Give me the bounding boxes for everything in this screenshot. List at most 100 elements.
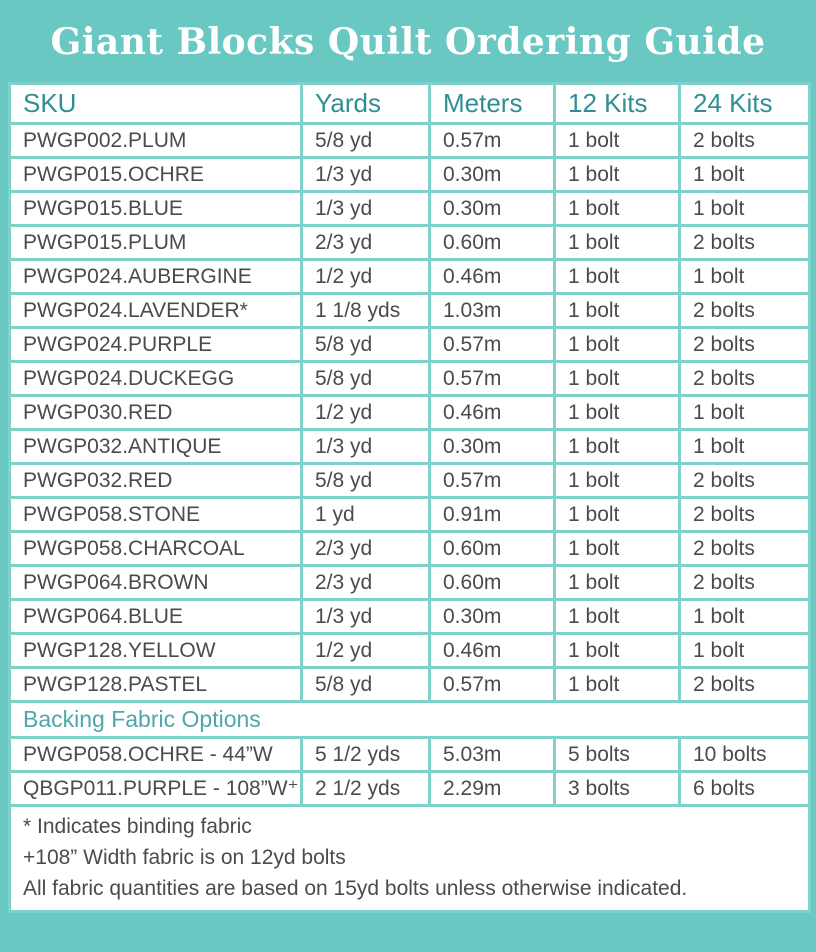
value-cell: 1 yd xyxy=(300,496,431,533)
value-cell: 2 bolts xyxy=(678,224,811,261)
value-cell: 1/2 yd xyxy=(300,632,431,669)
value-cell: 5/8 yd xyxy=(300,326,431,363)
value-cell: 0.60m xyxy=(428,530,556,567)
value-cell: 5/8 yd xyxy=(300,462,431,499)
value-cell: 2 bolts xyxy=(678,462,811,499)
value-cell: 10 bolts xyxy=(678,736,811,773)
value-cell: 2/3 yd xyxy=(300,530,431,567)
value-cell: 0.57m xyxy=(428,326,556,363)
value-cell: 1 bolt xyxy=(678,428,811,465)
table-row: PWGP015.PLUM 2/3 yd 0.60m 1 bolt 2 bolts xyxy=(8,224,811,261)
table-row: PWGP128.PASTEL 5/8 yd 0.57m 1 bolt 2 bolts xyxy=(8,666,811,703)
value-cell: 2 1/2 yds xyxy=(300,770,431,807)
column-header-24-kits: 24 Kits xyxy=(678,82,811,125)
table-row: PWGP058.OCHRE - 44”W 5 1/2 yds 5.03m 5 bolt… xyxy=(8,736,811,773)
table-head: SKU Yards Meters 12 Kits 24 Kits xyxy=(8,82,811,125)
sku-cell: PWGP002.PLUM xyxy=(8,122,303,159)
section-header-row: Backing Fabric Options xyxy=(8,700,811,739)
sku-cell: PWGP058.OCHRE - 44”W xyxy=(8,736,303,773)
value-cell: 1 bolt xyxy=(678,394,811,431)
sku-cell: PWGP064.BROWN xyxy=(8,564,303,601)
column-header-12-kits: 12 Kits xyxy=(553,82,681,125)
sku-cell: PWGP030.RED xyxy=(8,394,303,431)
value-cell: 1 bolt xyxy=(678,190,811,227)
value-cell: 0.57m xyxy=(428,666,556,703)
sku-cell: PWGP032.ANTIQUE xyxy=(8,428,303,465)
sku-cell: PWGP024.DUCKEGG xyxy=(8,360,303,397)
value-cell: 1 bolt xyxy=(553,394,681,431)
value-cell: 0.57m xyxy=(428,360,556,397)
sku-cell: PWGP128.PASTEL xyxy=(8,666,303,703)
table-row: PWGP032.ANTIQUE 1/3 yd 0.30m 1 bolt 1 bolt xyxy=(8,428,811,465)
column-header-meters: Meters xyxy=(428,82,556,125)
value-cell: 0.46m xyxy=(428,258,556,295)
value-cell: 1/3 yd xyxy=(300,428,431,465)
sku-cell: PWGP032.RED xyxy=(8,462,303,499)
value-cell: 2 bolts xyxy=(678,530,811,567)
value-cell: 1 bolt xyxy=(553,496,681,533)
table-row: PWGP002.PLUM 5/8 yd 0.57m 1 bolt 2 bolts xyxy=(8,122,811,159)
value-cell: 0.46m xyxy=(428,394,556,431)
value-cell: 1 bolt xyxy=(553,156,681,193)
table-row: PWGP064.BLUE 1/3 yd 0.30m 1 bolt 1 bolt xyxy=(8,598,811,635)
value-cell: 1 bolt xyxy=(553,564,681,601)
notes-cell: * Indicates binding fabric +108” Width f… xyxy=(8,804,811,913)
value-cell: 1 bolt xyxy=(553,598,681,635)
table-row: PWGP032.RED 5/8 yd 0.57m 1 bolt 2 bolts xyxy=(8,462,811,499)
value-cell: 1 bolt xyxy=(553,462,681,499)
sku-cell: PWGP024.AUBERGINE xyxy=(8,258,303,295)
table-row: PWGP024.PURPLE 5/8 yd 0.57m 1 bolt 2 bolts xyxy=(8,326,811,363)
table-row: PWGP030.RED 1/2 yd 0.46m 1 bolt 1 bolt xyxy=(8,394,811,431)
value-cell: 0.30m xyxy=(428,428,556,465)
sku-cell: PWGP058.CHARCOAL xyxy=(8,530,303,567)
value-cell: 5 1/2 yds xyxy=(300,736,431,773)
value-cell: 1 bolt xyxy=(553,666,681,703)
column-header-yards: Yards xyxy=(300,82,431,125)
value-cell: 0.30m xyxy=(428,190,556,227)
table-row: PWGP128.YELLOW 1/2 yd 0.46m 1 bolt 1 bolt xyxy=(8,632,811,669)
value-cell: 1 bolt xyxy=(678,632,811,669)
value-cell: 2 bolts xyxy=(678,326,811,363)
value-cell: 0.57m xyxy=(428,122,556,159)
value-cell: 1 bolt xyxy=(678,258,811,295)
sku-cell: QBGP011.PURPLE - 108”W⁺ xyxy=(8,770,303,807)
table-row: PWGP024.LAVENDER* 1 1/8 yds 1.03m 1 bolt 2 b… xyxy=(8,292,811,329)
value-cell: 2.29m xyxy=(428,770,556,807)
notes-row: * Indicates binding fabric +108” Width f… xyxy=(8,804,811,913)
section-header-label: Backing Fabric Options xyxy=(8,700,811,739)
value-cell: 5/8 yd xyxy=(300,360,431,397)
value-cell: 1/3 yd xyxy=(300,598,431,635)
value-cell: 1.03m xyxy=(428,292,556,329)
value-cell: 5/8 yd xyxy=(300,666,431,703)
value-cell: 2/3 yd xyxy=(300,224,431,261)
value-cell: 0.60m xyxy=(428,564,556,601)
value-cell: 1 bolt xyxy=(553,428,681,465)
value-cell: 0.60m xyxy=(428,224,556,261)
value-cell: 0.91m xyxy=(428,496,556,533)
page-title: Giant Blocks Quilt Ordering Guide xyxy=(50,21,766,63)
sku-cell: PWGP024.PURPLE xyxy=(8,326,303,363)
value-cell: 1 bolt xyxy=(553,292,681,329)
note-quantities: All fabric quantities are based on 15yd … xyxy=(23,877,688,900)
note-width-bolts: +108” Width fabric is on 12yd bolts xyxy=(23,846,346,869)
value-cell: 1 bolt xyxy=(553,530,681,567)
table-row: PWGP058.STONE 1 yd 0.91m 1 bolt 2 bolts xyxy=(8,496,811,533)
value-cell: 1 bolt xyxy=(678,598,811,635)
sku-cell: PWGP128.YELLOW xyxy=(8,632,303,669)
table-row: PWGP024.AUBERGINE 1/2 yd 0.46m 1 bolt 1 bolt xyxy=(8,258,811,295)
value-cell: 1 bolt xyxy=(553,326,681,363)
value-cell: 5 bolts xyxy=(553,736,681,773)
value-cell: 0.30m xyxy=(428,156,556,193)
value-cell: 3 bolts xyxy=(553,770,681,807)
table-row: QBGP011.PURPLE - 108”W⁺ 2 1/2 yds 2.29m 3 b… xyxy=(8,770,811,807)
ordering-table: SKU Yards Meters 12 Kits 24 Kits PWGP002.PLU… xyxy=(8,82,811,913)
value-cell: 5.03m xyxy=(428,736,556,773)
value-cell: 2 bolts xyxy=(678,564,811,601)
value-cell: 1 bolt xyxy=(553,632,681,669)
sku-cell: PWGP058.STONE xyxy=(8,496,303,533)
value-cell: 2 bolts xyxy=(678,122,811,159)
sku-cell: PWGP015.PLUM xyxy=(8,224,303,261)
value-cell: 1 bolt xyxy=(553,224,681,261)
value-cell: 1/3 yd xyxy=(300,156,431,193)
